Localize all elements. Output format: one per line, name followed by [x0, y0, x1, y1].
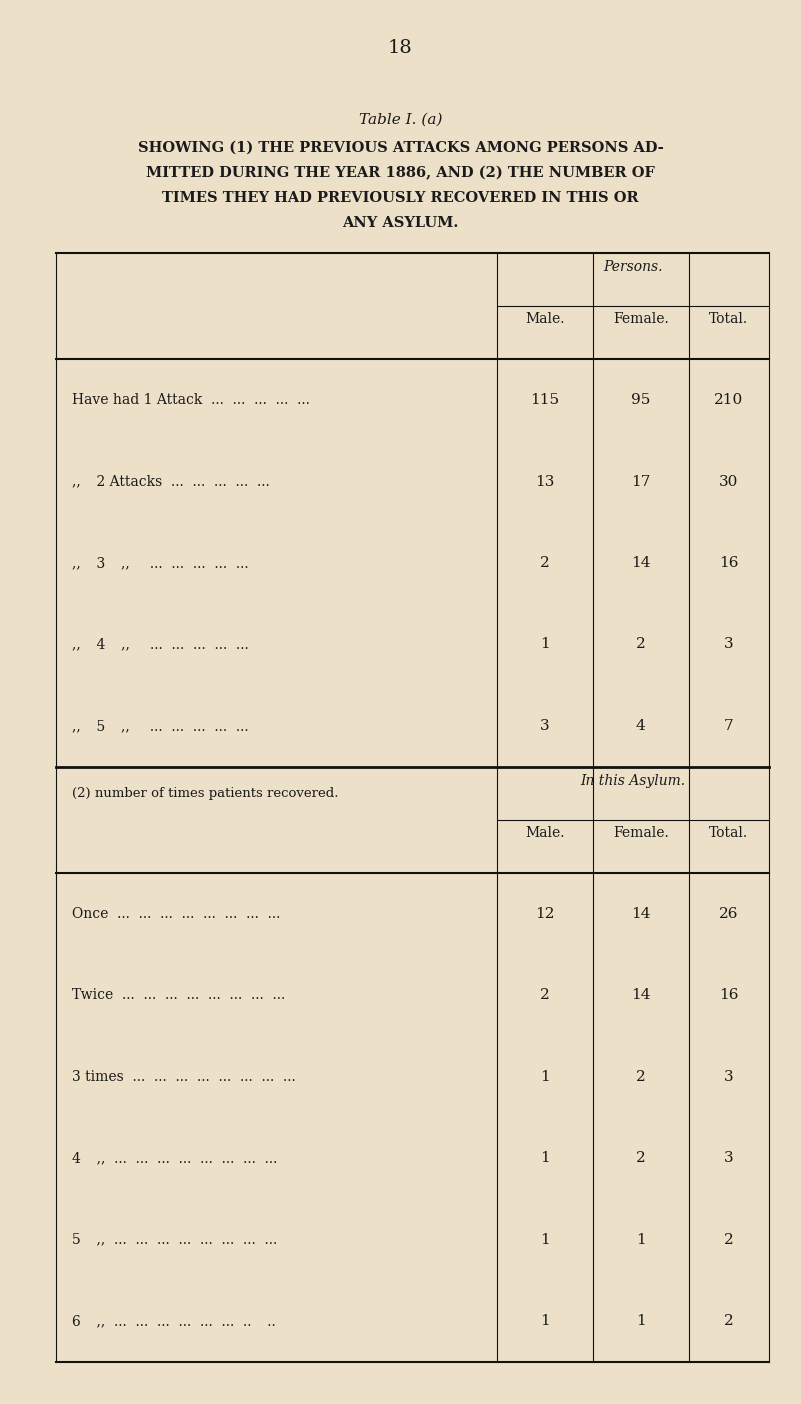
Text: Female.: Female.: [613, 312, 669, 326]
Text: 2: 2: [636, 1151, 646, 1165]
Text: TIMES THEY HAD PREVIOUSLY RECOVERED IN THIS OR: TIMES THEY HAD PREVIOUSLY RECOVERED IN T…: [162, 191, 639, 205]
Text: 1: 1: [540, 637, 549, 651]
Text: ,,   2 Attacks  ...  ...  ...  ...  ...: ,, 2 Attacks ... ... ... ... ...: [72, 475, 270, 489]
Text: 3: 3: [724, 1151, 734, 1165]
Text: 14: 14: [631, 907, 650, 921]
Text: Once  ...  ...  ...  ...  ...  ...  ...  ...: Once ... ... ... ... ... ... ... ...: [72, 907, 280, 921]
Text: SHOWING (1) THE PREVIOUS ATTACKS AMONG PERSONS AD-: SHOWING (1) THE PREVIOUS ATTACKS AMONG P…: [138, 140, 663, 154]
Text: Total.: Total.: [710, 312, 748, 326]
Text: 13: 13: [535, 475, 554, 489]
Text: 210: 210: [714, 393, 743, 407]
Text: 16: 16: [719, 556, 739, 570]
Text: 115: 115: [530, 393, 559, 407]
Text: Table I. (a): Table I. (a): [359, 112, 442, 126]
Text: 2: 2: [540, 556, 549, 570]
Text: 16: 16: [719, 988, 739, 1002]
Text: 18: 18: [388, 39, 413, 58]
Text: 2: 2: [724, 1233, 734, 1247]
Text: Have had 1 Attack  ...  ...  ...  ...  ...: Have had 1 Attack ... ... ... ... ...: [72, 393, 310, 407]
Text: 1: 1: [636, 1233, 646, 1247]
Text: 12: 12: [535, 907, 554, 921]
Text: 1: 1: [540, 1151, 549, 1165]
Text: In this Asylum.: In this Asylum.: [580, 774, 686, 788]
Text: ,,   3   ,,    ...  ...  ...  ...  ...: ,, 3 ,, ... ... ... ... ...: [72, 556, 249, 570]
Text: 14: 14: [631, 556, 650, 570]
Text: 14: 14: [631, 988, 650, 1002]
Text: ,,   4   ,,    ...  ...  ...  ...  ...: ,, 4 ,, ... ... ... ... ...: [72, 637, 249, 651]
Text: 2: 2: [540, 988, 549, 1002]
Text: Total.: Total.: [710, 826, 748, 840]
Text: 2: 2: [636, 1070, 646, 1084]
Text: (2) number of times patients recovered.: (2) number of times patients recovered.: [72, 786, 339, 800]
Text: 2: 2: [636, 637, 646, 651]
Text: Male.: Male.: [525, 826, 565, 840]
Text: 3 times  ...  ...  ...  ...  ...  ...  ...  ...: 3 times ... ... ... ... ... ... ... ...: [72, 1070, 296, 1084]
Text: 26: 26: [719, 907, 739, 921]
Text: ANY ASYLUM.: ANY ASYLUM.: [342, 216, 459, 230]
Text: 95: 95: [631, 393, 650, 407]
Text: 3: 3: [724, 637, 734, 651]
Text: 3: 3: [540, 719, 549, 733]
Text: 3: 3: [724, 1070, 734, 1084]
Text: 30: 30: [719, 475, 739, 489]
Text: 17: 17: [631, 475, 650, 489]
Text: Male.: Male.: [525, 312, 565, 326]
Text: 2: 2: [724, 1314, 734, 1328]
Text: Female.: Female.: [613, 826, 669, 840]
Text: Twice  ...  ...  ...  ...  ...  ...  ...  ...: Twice ... ... ... ... ... ... ... ...: [72, 988, 285, 1002]
Text: ,,   5   ,,    ...  ...  ...  ...  ...: ,, 5 ,, ... ... ... ... ...: [72, 719, 249, 733]
Text: MITTED DURING THE YEAR 1886, AND (2) THE NUMBER OF: MITTED DURING THE YEAR 1886, AND (2) THE…: [146, 166, 655, 180]
Text: 6   ,,  ...  ...  ...  ...  ...  ...  ..   ..: 6 ,, ... ... ... ... ... ... .. ..: [72, 1314, 276, 1328]
Text: 1: 1: [540, 1233, 549, 1247]
Text: 1: 1: [636, 1314, 646, 1328]
Text: Persons.: Persons.: [603, 260, 662, 274]
Text: 7: 7: [724, 719, 734, 733]
Text: 4: 4: [636, 719, 646, 733]
Text: 1: 1: [540, 1314, 549, 1328]
Text: 5   ,,  ...  ...  ...  ...  ...  ...  ...  ...: 5 ,, ... ... ... ... ... ... ... ...: [72, 1233, 277, 1247]
Text: 4   ,,  ...  ...  ...  ...  ...  ...  ...  ...: 4 ,, ... ... ... ... ... ... ... ...: [72, 1151, 277, 1165]
Text: 1: 1: [540, 1070, 549, 1084]
